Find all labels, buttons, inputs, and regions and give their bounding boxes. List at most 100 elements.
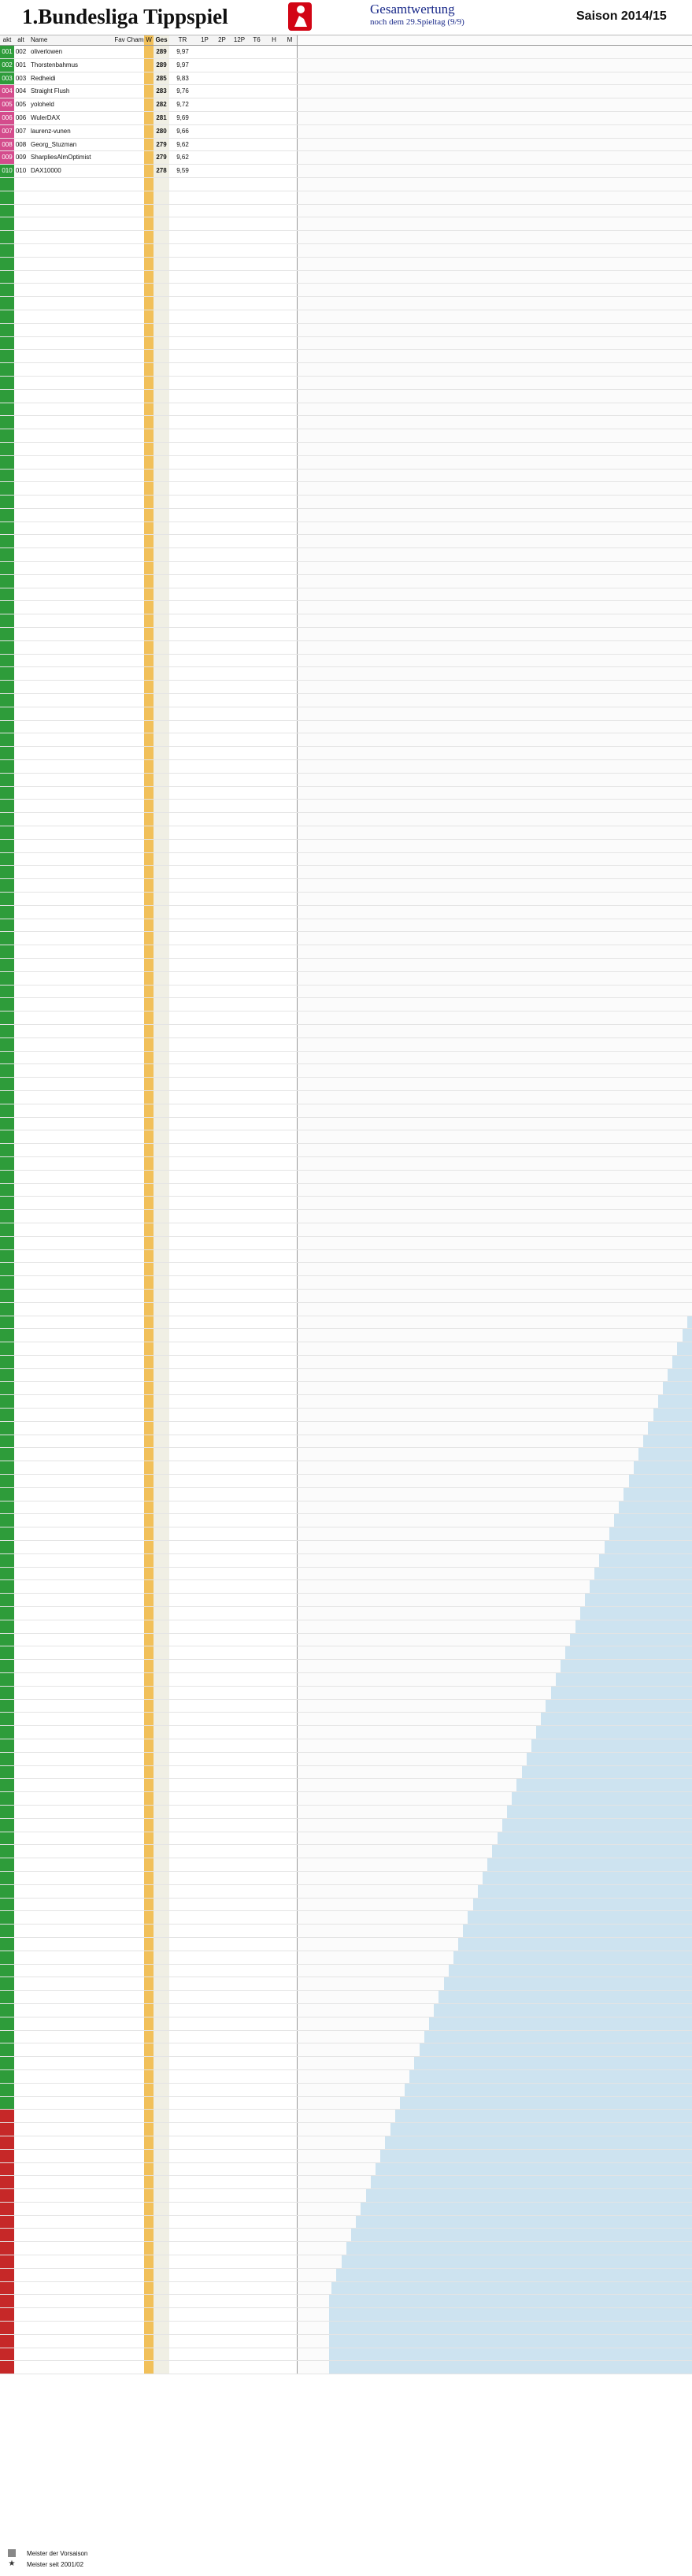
cell-alt [14,1673,28,1686]
cell-2p [213,893,231,905]
cell-ges [154,720,169,733]
cell-tr [169,2070,196,2083]
cell-ges [154,747,169,760]
cell-h [265,1130,283,1143]
cell-2p [213,1501,231,1514]
cell-akt [0,786,14,800]
table-row [0,985,692,999]
cell-12p [231,98,248,111]
missed-matchdays-fill [555,1673,692,1686]
cell-w [144,879,154,892]
cell-name [28,2110,113,2122]
cell-champ [127,1011,144,1024]
cell-matchday-points [297,1368,692,1382]
cell-alt [14,959,28,971]
cell-name [28,2031,113,2043]
cell-ges [154,1104,169,1117]
cell-fav [113,350,127,362]
cell-w [144,1501,154,1514]
cell-matchday-points [297,1276,692,1289]
cell-matchday-points [297,1090,692,1104]
cell-12p [231,1157,248,1170]
cell-tr [169,972,196,985]
cell-fav [113,1052,127,1064]
cell-tr [169,403,196,416]
table-row [0,893,692,906]
cell-12p [231,1925,248,1937]
cell-1p [196,2203,213,2215]
cell-ges [154,826,169,839]
cell-2p [213,1527,231,1540]
cell-akt [0,1594,14,1607]
cell-12p [231,1541,248,1553]
cell-fav [113,628,127,640]
cell-champ [127,628,144,640]
cell-12p [231,1501,248,1514]
cell-champ [127,614,144,627]
cell-12p [231,258,248,270]
cell-champ [127,1541,144,1553]
cell-w [144,1594,154,1607]
cell-name [28,191,113,204]
cell-2p [213,1052,231,1064]
cell-champ [127,59,144,72]
cell-1p [196,2043,213,2056]
cell-champ [127,681,144,693]
cell-champ [127,98,144,111]
cell-alt [14,258,28,270]
cell-tr [169,1991,196,2003]
col-champ: Champ [127,36,144,43]
table-row [0,1646,692,1661]
cell-champ [127,2097,144,2110]
missed-matchdays-fill [351,2229,692,2242]
cell-ges: 285 [154,72,169,85]
cell-champ [127,840,144,852]
cell-name [28,1184,113,1197]
cell-alt [14,2335,28,2348]
cell-h [265,1078,283,1090]
table-row [0,270,692,284]
cell-ges [154,2255,169,2268]
cell-t6 [248,350,265,362]
cell-tr [169,707,196,720]
table-row [0,1249,692,1264]
table-row [0,1104,692,1118]
cell-champ [127,1303,144,1316]
cell-matchday-points [297,707,692,720]
cell-tr [169,1448,196,1461]
cell-akt [0,336,14,350]
cell-m [283,866,297,878]
cell-akt [0,469,14,482]
cell-h [265,2335,283,2348]
cell-12p [231,46,248,58]
cell-champ [127,1197,144,1209]
table-row [0,2202,692,2216]
cell-matchday-points [297,839,692,852]
cell-tr [169,1660,196,1672]
cell-h [265,1845,283,1858]
table-row [0,1117,692,1131]
cell-2p [213,641,231,654]
cell-w [144,919,154,932]
cell-w [144,1170,154,1183]
cell-1p [196,1753,213,1765]
cell-matchday-points [297,1130,692,1144]
cell-t6 [248,1885,265,1898]
cell-name [28,1580,113,1593]
cell-1p [196,548,213,561]
cell-matchday-points [297,508,692,522]
table-row [0,2057,692,2070]
cell-h [265,694,283,707]
cell-champ [127,46,144,58]
cell-12p [231,2084,248,2096]
cell-fav [113,1885,127,1898]
cell-1p [196,1118,213,1130]
cell-t6 [248,416,265,429]
cell-tr [169,2150,196,2162]
cell-12p [231,1899,248,1911]
cell-matchday-points [297,1567,692,1580]
cell-2p [213,1911,231,1924]
cell-tr [169,2176,196,2188]
cell-alt [14,1501,28,1514]
cell-fav [113,46,127,58]
